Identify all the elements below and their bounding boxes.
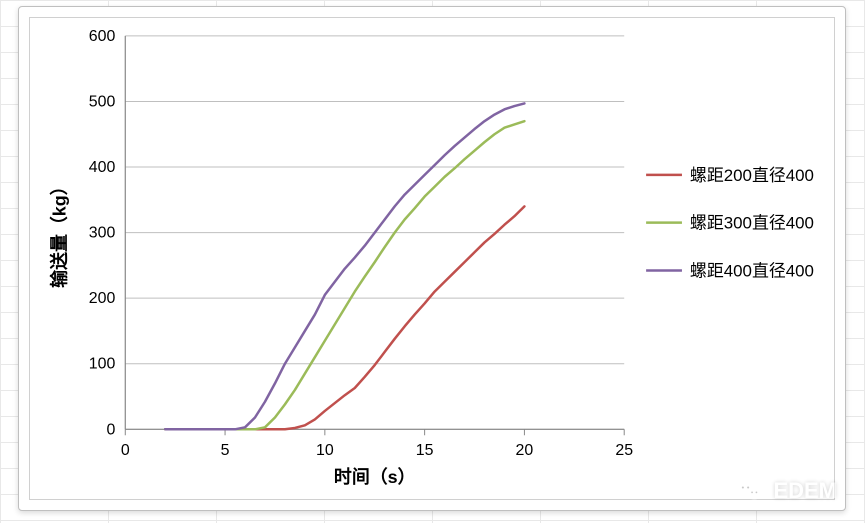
chart-inner-border: 0 100 200 300 400 500 600 0 5 10 15 20 25 输送量（kg） 时间（s… — [29, 17, 835, 500]
chart-frame: 0 100 200 300 400 500 600 0 5 10 15 20 25 输送量（kg） 时间（s… — [18, 6, 846, 511]
watermark: EDEM — [735, 477, 837, 505]
x-tick-label: 0 — [121, 442, 130, 459]
x-tick-label: 15 — [416, 442, 434, 459]
x-tick-label: 10 — [316, 442, 334, 459]
watermark-text: EDEM — [773, 478, 837, 504]
legend-label-2: 螺距400直径400 — [690, 261, 814, 280]
y-tick-label: 500 — [89, 93, 116, 110]
y-axis-label: 输送量（kg） — [49, 177, 70, 287]
x-axis-label: 时间（s） — [334, 467, 416, 487]
y-tick-label: 0 — [106, 421, 115, 438]
page-root: 0 100 200 300 400 500 600 0 5 10 15 20 25 输送量（kg） 时间（s… — [0, 0, 865, 523]
x-tick-label: 20 — [516, 442, 534, 459]
x-tick-label: 5 — [221, 442, 230, 459]
y-tick-label: 600 — [89, 28, 116, 45]
legend-label-1: 螺距300直径400 — [690, 214, 814, 233]
wechat-icon — [735, 477, 763, 505]
y-tick-label: 100 — [89, 356, 116, 373]
line-chart: 0 100 200 300 400 500 600 0 5 10 15 20 25 输送量（kg） 时间（s… — [30, 18, 834, 499]
y-tick-label: 400 — [89, 159, 116, 176]
x-tick-label: 25 — [615, 442, 633, 459]
y-tick-label: 200 — [89, 290, 116, 307]
y-tick-label: 300 — [89, 225, 116, 242]
legend-label-0: 螺距200直径400 — [690, 166, 814, 185]
